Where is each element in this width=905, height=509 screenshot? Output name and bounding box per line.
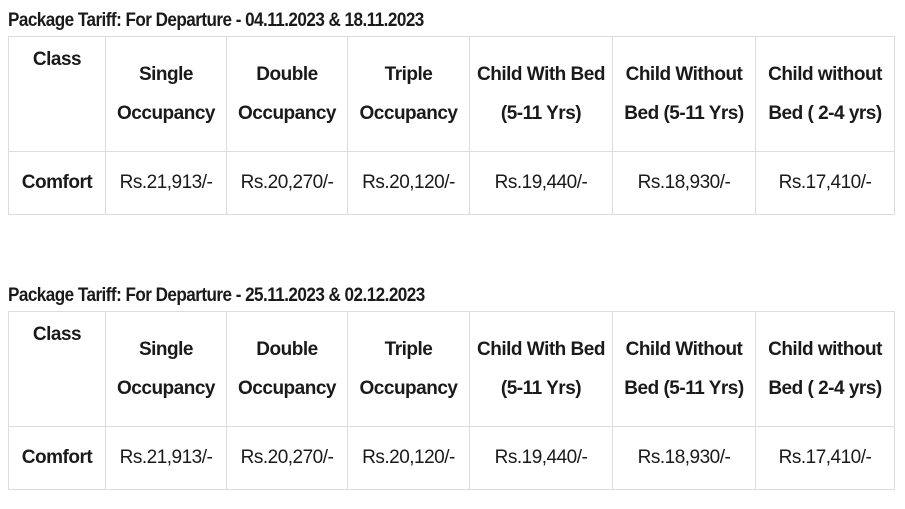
tariff-title: Package Tariff: For Departure - 04.11.20… (8, 10, 424, 31)
cell-class: Comfort (8, 426, 106, 490)
cell-single-occupancy: Rs.21,913/- (105, 426, 227, 490)
header-cell-class: Class (8, 36, 106, 152)
cell-triple-occupancy: Rs.20,120/- (347, 426, 470, 490)
header-cell-triple-occupancy: Triple Occupancy (347, 36, 470, 152)
table-row: Comfort Rs.21,913/- Rs.20,270/- Rs.20,12… (8, 426, 895, 490)
cell-child-without-bed-2-4: Rs.17,410/- (755, 151, 895, 215)
table-header-row: Class Single Occupancy Double Occupancy … (8, 36, 895, 152)
table-row: Comfort Rs.21,913/- Rs.20,270/- Rs.20,12… (8, 151, 895, 215)
cell-child-without-bed-5-11: Rs.18,930/- (612, 151, 756, 215)
header-cell-child-without-bed-2-4: Child without Bed ( 2-4 yrs) (755, 311, 895, 427)
header-cell-class: Class (8, 311, 106, 427)
tariff-table: Class Single Occupancy Double Occupancy … (8, 311, 895, 490)
cell-single-occupancy: Rs.21,913/- (105, 151, 227, 215)
header-cell-child-without-bed-5-11: Child Without Bed (5-11 Yrs) (612, 36, 756, 152)
header-cell-double-occupancy: Double Occupancy (226, 36, 348, 152)
tariff-section-1: Package Tariff: For Departure - 04.11.20… (8, 6, 895, 215)
cell-triple-occupancy: Rs.20,120/- (347, 151, 470, 215)
cell-child-without-bed-2-4: Rs.17,410/- (755, 426, 895, 490)
table-header-row: Class Single Occupancy Double Occupancy … (8, 311, 895, 427)
cell-class: Comfort (8, 151, 106, 215)
cell-double-occupancy: Rs.20,270/- (226, 426, 348, 490)
tariff-table: Class Single Occupancy Double Occupancy … (8, 36, 895, 215)
header-cell-child-with-bed: Child With Bed (5-11 Yrs) (469, 311, 613, 427)
header-cell-double-occupancy: Double Occupancy (226, 311, 348, 427)
header-cell-child-without-bed-2-4: Child without Bed ( 2-4 yrs) (755, 36, 895, 152)
cell-double-occupancy: Rs.20,270/- (226, 151, 348, 215)
cell-child-with-bed: Rs.19,440/- (469, 151, 613, 215)
cell-child-with-bed: Rs.19,440/- (469, 426, 613, 490)
header-cell-child-with-bed: Child With Bed (5-11 Yrs) (469, 36, 613, 152)
tariff-title: Package Tariff: For Departure - 25.11.20… (8, 285, 425, 306)
header-cell-single-occupancy: Single Occupancy (105, 311, 227, 427)
cell-child-without-bed-5-11: Rs.18,930/- (612, 426, 756, 490)
header-cell-single-occupancy: Single Occupancy (105, 36, 227, 152)
header-cell-triple-occupancy: Triple Occupancy (347, 311, 470, 427)
tariff-section-2: Package Tariff: For Departure - 25.11.20… (8, 281, 895, 490)
header-cell-child-without-bed-5-11: Child Without Bed (5-11 Yrs) (612, 311, 756, 427)
